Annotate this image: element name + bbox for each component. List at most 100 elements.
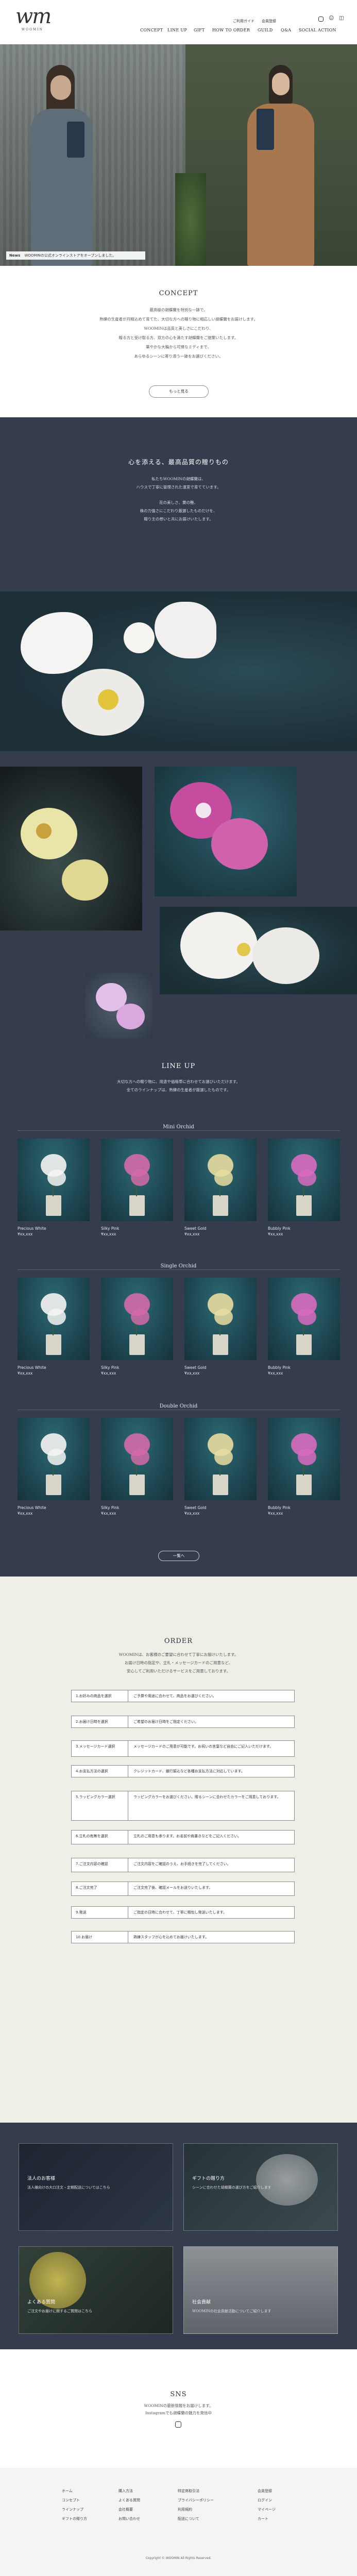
user-icon[interactable]: ☺ [329,15,334,21]
nav-social-action[interactable]: SOCIAL ACTION [299,28,336,32]
product-price: ¥xx,xxx [18,1511,33,1516]
banner-corporate[interactable]: 法人のお客様 法人様向けの大口注文・定期配送についてはこちら [19,2143,173,2231]
banner-title: 法人のお客様 [27,2176,56,2181]
order-step-row: 7.ご注文内容の確認 ご注文内容をご確認のうえ、お手続きを完了してください。 [71,1858,295,1872]
lineup-group-title: Double Orchid [159,1403,198,1409]
product-card[interactable]: Precious White ¥xx,xxx [18,1139,90,1236]
product-name: Sweet Gold [184,1226,207,1231]
order-step-label: 6.立札の有無を選択 [72,1831,128,1844]
intro-line: 私たちWOOMINの胡蝶蘭は、 [151,477,206,481]
footer-link[interactable]: プライバシーポリシー [178,2498,214,2502]
news-banner[interactable]: News WOOMINの公式オンラインストアをオープンしました。 [6,251,145,260]
order-step-label: 10.お届け [72,1931,128,1943]
footer-link[interactable]: ギフトの贈り方 [62,2517,87,2521]
instagram-icon[interactable] [175,2421,181,2428]
footer-link[interactable]: ログイン [258,2498,272,2502]
intro-line: 花の美しさ、葉の艶、 [159,500,198,505]
footer-link[interactable]: 会員登録 [258,2489,272,2493]
footer-link[interactable]: マイページ [258,2507,276,2512]
product-image [101,1418,173,1500]
order-step-row: 9.発送 ご指定の日時に合わせて、丁寧に梱包し発送いたします。 [71,1906,295,1919]
lineup-title: LINE UP [161,1062,196,1070]
product-name: Precious White [18,1505,46,1510]
orchid-photo-pink [86,973,152,1039]
concept-line: あらゆるシーンに寄り添う一鉢をお選びください。 [134,354,223,359]
product-card[interactable]: Silky Pink ¥xx,xxx [101,1278,173,1376]
concept-line: WOOMINは品質と美しさにこだわり、 [144,326,213,331]
concept-more-button[interactable]: もっと見る [149,385,209,398]
order-step-text: ご希望のお届け日時をご指定ください。 [133,1720,198,1724]
product-card[interactable]: Sweet Gold ¥xx,xxx [184,1278,257,1376]
order-step-label: 9.発送 [72,1907,128,1918]
nav-concept[interactable]: CONCEPT [140,28,163,32]
lineup-group-title: Single Orchid [160,1263,197,1269]
concept-line: 熟練の生産者が丹精込めて育てた、大切な方への贈り物に相応しい胡蝶蘭をお届けします… [99,317,258,321]
logo-subtext: WOOMIN [22,28,43,31]
product-card[interactable]: Bubbly Pink ¥xx,xxx [268,1418,340,1516]
news-text: WOOMINの公式オンラインストアをオープンしました。 [24,253,116,258]
product-name: Bubbly Pink [268,1365,291,1370]
register-link[interactable]: 会員登録 [262,19,276,23]
order-step-text: 熟練スタッフが心を込めてお届けいたします。 [133,1935,209,1939]
nav-guild[interactable]: GUILD [258,28,273,32]
order-step-text: ご指定の日時に合わせて、丁寧に梱包し発送いたします。 [133,1910,227,1914]
order-intro: 安心してご利用いただけるサービスをご用意しております。 [126,1669,231,1673]
product-card[interactable]: Bubbly Pink ¥xx,xxx [268,1139,340,1236]
product-card[interactable]: Sweet Gold ¥xx,xxx [184,1139,257,1236]
nav-gift[interactable]: GIFT [194,28,205,32]
product-card[interactable]: Silky Pink ¥xx,xxx [101,1418,173,1516]
order-step-row: 6.立札の有無を選択 立札のご用意も承ります。お名前や肩書きなどをご記入ください… [71,1830,295,1844]
product-card[interactable]: Precious White ¥xx,xxx [18,1278,90,1376]
product-price: ¥xx,xxx [268,1231,283,1236]
logo[interactable]: wm WOOMIN [15,5,62,36]
footer-link[interactable]: 会社概要 [118,2507,133,2512]
order-step-label: 4.お支払方法の選択 [72,1766,128,1777]
instagram-icon[interactable] [318,16,324,22]
footer-link[interactable]: よくある質問 [118,2498,140,2502]
banner-faq[interactable]: よくある質問 ご注文やお届けに関するご質問はこちら [19,2246,173,2334]
order-step-label: 5.ラッピングカラー選択 [72,1791,128,1820]
product-name: Sweet Gold [184,1505,207,1510]
footer-link[interactable]: ホーム [62,2489,73,2493]
guide-link[interactable]: ご利用ガイド [233,19,254,23]
nav-how-to-order[interactable]: HOW TO ORDER [212,28,250,32]
footer-link[interactable]: 利用規約 [178,2507,192,2512]
product-image [184,1278,257,1360]
banner-gift[interactable]: ギフトの贈り方 シーンに合わせた胡蝶蘭の選び方をご紹介します [183,2143,338,2231]
product-image [101,1139,173,1221]
product-name: Silky Pink [101,1505,120,1510]
banner-social[interactable]: 社会貢献 WOOMINの社会貢献活動についてご紹介します [183,2246,338,2334]
orchid-photo-wide [0,591,357,751]
footer-link[interactable]: 配送について [178,2517,199,2521]
footer-link[interactable]: カート [258,2517,268,2521]
product-card[interactable]: Silky Pink ¥xx,xxx [101,1139,173,1236]
footer-link[interactable]: お問い合わせ [118,2517,140,2521]
lineup-list-button[interactable]: 一覧へ [158,1551,199,1561]
product-card[interactable]: Sweet Gold ¥xx,xxx [184,1418,257,1516]
order-step-label: 1.お好みの商品を選択 [72,1690,128,1702]
concept-line: 華やかな大輪から可憐なミディまで、 [146,345,211,349]
footer-link[interactable]: 特定商取引法 [178,2489,199,2493]
footer-link[interactable]: 購入方法 [118,2489,133,2493]
nav-lineup[interactable]: LINE UP [167,28,188,32]
order-step-row: 3.メッセージカード選択 メッセージカードのご用意が可能です。お祝いの言葉など自… [71,1740,295,1757]
product-card[interactable]: Bubbly Pink ¥xx,xxx [268,1278,340,1376]
model-left [31,65,93,266]
concept-line: 最高級の胡蝶蘭を特別な一鉢で。 [149,308,208,312]
intro-heading: 心を添える、最高品質の贈りもの [128,459,229,466]
order-step-label: 3.メッセージカード選択 [72,1741,128,1756]
sns-title: SNS [170,2391,187,2398]
banner-title: よくある質問 [27,2300,56,2305]
order-step-text: メッセージカードのご用意が可能です。お祝いの言葉など自由にご記入いただけます。 [133,1744,274,1749]
footer-link[interactable]: ラインナップ [62,2507,83,2512]
nav-qa[interactable]: Q&A [281,28,292,32]
product-card[interactable]: Precious White ¥xx,xxx [18,1418,90,1516]
product-image [18,1139,90,1221]
cart-icon[interactable]: ◫ [339,15,344,21]
product-name: Precious White [18,1226,46,1231]
footer-link[interactable]: コンセプト [62,2498,80,2502]
product-image [268,1418,340,1500]
lineup-group-title: Mini Orchid [163,1124,194,1130]
order-step-text: ラッピングカラーをお選びください。贈るシーンに合わせたカラーをご用意しております… [133,1795,281,1799]
order-title: ORDER [164,1637,193,1645]
